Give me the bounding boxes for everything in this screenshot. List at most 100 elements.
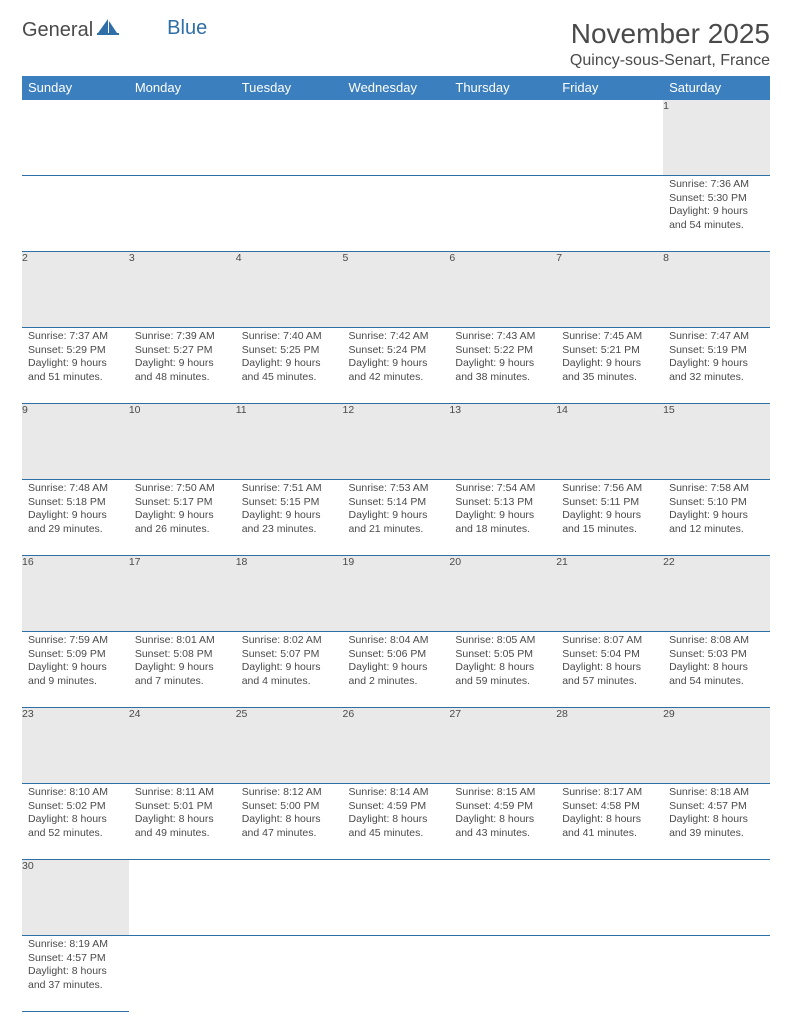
sunset-text: Sunset: 4:57 PM: [28, 952, 123, 966]
sunrise-text: Sunrise: 7:54 AM: [455, 482, 550, 496]
day-cell: Sunrise: 8:11 AMSunset: 5:01 PMDaylight:…: [129, 784, 236, 860]
sunset-text: Sunset: 5:03 PM: [669, 648, 764, 662]
daylight-text-2: and 45 minutes.: [349, 827, 444, 841]
day-cell-content: Sunrise: 8:18 AMSunset: 4:57 PMDaylight:…: [663, 784, 770, 845]
sunset-text: Sunset: 5:17 PM: [135, 496, 230, 510]
day-cell-content: Sunrise: 7:43 AMSunset: 5:22 PMDaylight:…: [449, 328, 556, 389]
daylight-text-1: Daylight: 9 hours: [242, 357, 337, 371]
sunrise-text: Sunrise: 7:43 AM: [455, 330, 550, 344]
sunrise-text: Sunrise: 7:37 AM: [28, 330, 123, 344]
sunrise-text: Sunrise: 7:59 AM: [28, 634, 123, 648]
day-number-cell: [343, 860, 450, 936]
day-cell: Sunrise: 8:19 AMSunset: 4:57 PMDaylight:…: [22, 936, 129, 1012]
day-number-cell: 25: [236, 708, 343, 784]
sunset-text: Sunset: 5:02 PM: [28, 800, 123, 814]
day-number-cell: [663, 860, 770, 936]
daylight-text-1: Daylight: 8 hours: [28, 965, 123, 979]
day-cell-content: Sunrise: 8:15 AMSunset: 4:59 PMDaylight:…: [449, 784, 556, 845]
day-cell: Sunrise: 7:47 AMSunset: 5:19 PMDaylight:…: [663, 328, 770, 404]
sunrise-text: Sunrise: 8:14 AM: [349, 786, 444, 800]
sunrise-text: Sunrise: 8:15 AM: [455, 786, 550, 800]
daylight-text-1: Daylight: 8 hours: [455, 813, 550, 827]
daylight-text-2: and 9 minutes.: [28, 675, 123, 689]
day-number-cell: 11: [236, 404, 343, 480]
weekday-header: Sunday: [22, 76, 129, 100]
week-row: Sunrise: 8:19 AMSunset: 4:57 PMDaylight:…: [22, 936, 770, 1012]
day-cell: Sunrise: 7:48 AMSunset: 5:18 PMDaylight:…: [22, 480, 129, 556]
day-cell: Sunrise: 7:50 AMSunset: 5:17 PMDaylight:…: [129, 480, 236, 556]
sunset-text: Sunset: 5:24 PM: [349, 344, 444, 358]
daylight-text-2: and 35 minutes.: [562, 371, 657, 385]
day-cell: Sunrise: 7:45 AMSunset: 5:21 PMDaylight:…: [556, 328, 663, 404]
daylight-text-2: and 41 minutes.: [562, 827, 657, 841]
day-cell: Sunrise: 8:05 AMSunset: 5:05 PMDaylight:…: [449, 632, 556, 708]
daylight-text-1: Daylight: 9 hours: [455, 509, 550, 523]
day-number-cell: 9: [22, 404, 129, 480]
day-cell: Sunrise: 8:17 AMSunset: 4:58 PMDaylight:…: [556, 784, 663, 860]
day-number-cell: 1: [663, 100, 770, 176]
day-cell-content: Sunrise: 8:08 AMSunset: 5:03 PMDaylight:…: [663, 632, 770, 693]
daylight-text-1: Daylight: 8 hours: [28, 813, 123, 827]
sunset-text: Sunset: 5:29 PM: [28, 344, 123, 358]
sunset-text: Sunset: 5:04 PM: [562, 648, 657, 662]
day-cell: Sunrise: 8:08 AMSunset: 5:03 PMDaylight:…: [663, 632, 770, 708]
daylight-text-1: Daylight: 8 hours: [562, 813, 657, 827]
day-cell: [663, 936, 770, 1012]
daylight-text-2: and 15 minutes.: [562, 523, 657, 537]
day-cell: Sunrise: 7:56 AMSunset: 5:11 PMDaylight:…: [556, 480, 663, 556]
daylight-text-1: Daylight: 9 hours: [349, 661, 444, 675]
weekday-header: Thursday: [449, 76, 556, 100]
sunrise-text: Sunrise: 8:04 AM: [349, 634, 444, 648]
day-cell: Sunrise: 7:43 AMSunset: 5:22 PMDaylight:…: [449, 328, 556, 404]
day-cell: Sunrise: 7:37 AMSunset: 5:29 PMDaylight:…: [22, 328, 129, 404]
daylight-text-2: and 48 minutes.: [135, 371, 230, 385]
daynum-row: 2345678: [22, 252, 770, 328]
day-number-cell: [129, 860, 236, 936]
daylight-text-1: Daylight: 9 hours: [455, 357, 550, 371]
day-cell: Sunrise: 8:01 AMSunset: 5:08 PMDaylight:…: [129, 632, 236, 708]
daylight-text-2: and 51 minutes.: [28, 371, 123, 385]
daynum-row: 30: [22, 860, 770, 936]
daylight-text-2: and 47 minutes.: [242, 827, 337, 841]
sunset-text: Sunset: 5:30 PM: [669, 192, 764, 206]
day-cell: [343, 176, 450, 252]
sunset-text: Sunset: 5:14 PM: [349, 496, 444, 510]
weekday-header-row: Sunday Monday Tuesday Wednesday Thursday…: [22, 76, 770, 100]
day-number-cell: [449, 100, 556, 176]
day-number-cell: 4: [236, 252, 343, 328]
sunset-text: Sunset: 5:13 PM: [455, 496, 550, 510]
day-cell: Sunrise: 7:54 AMSunset: 5:13 PMDaylight:…: [449, 480, 556, 556]
day-cell-content: Sunrise: 7:54 AMSunset: 5:13 PMDaylight:…: [449, 480, 556, 541]
sunrise-text: Sunrise: 7:51 AM: [242, 482, 337, 496]
daynum-row: 9101112131415: [22, 404, 770, 480]
day-number-cell: 23: [22, 708, 129, 784]
daynum-row: 23242526272829: [22, 708, 770, 784]
logo: General Blue: [22, 18, 207, 42]
day-number-cell: 17: [129, 556, 236, 632]
week-row: Sunrise: 7:48 AMSunset: 5:18 PMDaylight:…: [22, 480, 770, 556]
daylight-text-1: Daylight: 9 hours: [669, 509, 764, 523]
daylight-text-2: and 57 minutes.: [562, 675, 657, 689]
daynum-row: 1: [22, 100, 770, 176]
day-cell: [556, 176, 663, 252]
sunrise-text: Sunrise: 7:53 AM: [349, 482, 444, 496]
day-number-cell: 5: [343, 252, 450, 328]
day-cell-content: Sunrise: 7:42 AMSunset: 5:24 PMDaylight:…: [343, 328, 450, 389]
sunset-text: Sunset: 5:10 PM: [669, 496, 764, 510]
daylight-text-2: and 52 minutes.: [28, 827, 123, 841]
day-number-cell: [556, 100, 663, 176]
daylight-text-1: Daylight: 8 hours: [455, 661, 550, 675]
daylight-text-1: Daylight: 8 hours: [669, 661, 764, 675]
day-number-cell: 7: [556, 252, 663, 328]
daylight-text-2: and 12 minutes.: [669, 523, 764, 537]
day-cell-content: Sunrise: 7:53 AMSunset: 5:14 PMDaylight:…: [343, 480, 450, 541]
day-cell-content: Sunrise: 8:02 AMSunset: 5:07 PMDaylight:…: [236, 632, 343, 693]
sunrise-text: Sunrise: 8:02 AM: [242, 634, 337, 648]
day-number-cell: 21: [556, 556, 663, 632]
day-number-cell: 30: [22, 860, 129, 936]
day-cell-content: Sunrise: 8:05 AMSunset: 5:05 PMDaylight:…: [449, 632, 556, 693]
day-number-cell: 15: [663, 404, 770, 480]
daylight-text-1: Daylight: 9 hours: [562, 357, 657, 371]
day-cell-content: Sunrise: 8:10 AMSunset: 5:02 PMDaylight:…: [22, 784, 129, 845]
calendar-body: 1Sunrise: 7:36 AMSunset: 5:30 PMDaylight…: [22, 100, 770, 1012]
